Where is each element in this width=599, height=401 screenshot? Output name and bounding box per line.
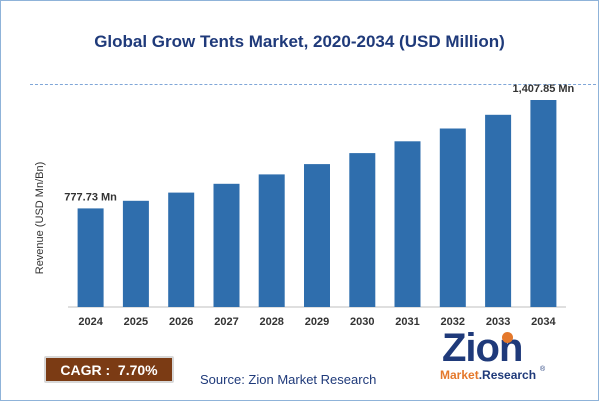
x-tick-label-2033: 2033 <box>486 316 510 328</box>
x-tick-label-2026: 2026 <box>169 316 193 328</box>
x-tick-label-2024: 2024 <box>78 316 103 328</box>
x-tick-label-2027: 2027 <box>214 316 238 328</box>
data-label-2024: 777.73 Mn <box>64 191 117 203</box>
x-tick-label-2028: 2028 <box>259 316 283 328</box>
bar-2034 <box>530 100 557 307</box>
cagr-label: CAGR : <box>60 361 111 378</box>
x-tick-label-2025: 2025 <box>124 316 148 328</box>
bar-2024 <box>77 208 104 307</box>
y-axis-label: Revenue (USD Mn/Bn) <box>34 161 46 275</box>
cagr-spacer <box>110 362 118 378</box>
bar-2032 <box>439 128 466 307</box>
data-label-2034: 1,407.85 Mn <box>513 83 575 95</box>
bar-2031 <box>394 141 421 307</box>
registered-mark: ® <box>540 366 546 373</box>
logo-dot-icon <box>502 332 513 343</box>
cagr-value: 7.70% <box>117 361 158 378</box>
x-tick-label-2034: 2034 <box>531 316 556 328</box>
bar-2033 <box>485 114 512 307</box>
bar-2029 <box>304 164 330 307</box>
x-tick-label-2032: 2032 <box>441 316 465 328</box>
logo-subtitle: Market.Research <box>440 368 536 382</box>
x-tick-label-2031: 2031 <box>395 316 419 328</box>
bar-2026 <box>168 192 195 307</box>
bar-2030 <box>349 153 376 307</box>
logo-sub-research: .Research <box>478 368 537 382</box>
cagr-badge: CAGR : 7.70% <box>44 356 174 383</box>
dashed-separator <box>30 84 596 85</box>
source-note: Source: Zion Market Research <box>200 372 377 387</box>
x-tick-label-2030: 2030 <box>350 316 374 328</box>
logo-sub-market: Market <box>440 368 479 382</box>
chart-title: Global Grow Tents Market, 2020-2034 (USD… <box>94 32 505 51</box>
zion-logo: Zion Market.Research ® <box>434 326 554 390</box>
bar-2025 <box>122 200 149 307</box>
bar-2027 <box>213 183 240 307</box>
bar-2028 <box>258 174 285 307</box>
x-tick-label-2029: 2029 <box>305 316 329 328</box>
